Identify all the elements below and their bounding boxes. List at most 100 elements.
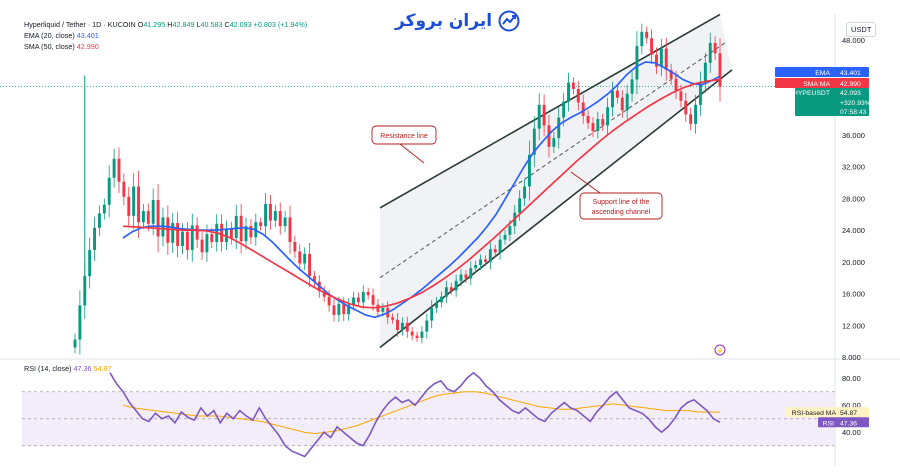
price-tick-label: 12.000 xyxy=(842,321,865,330)
candle-body xyxy=(102,204,106,214)
price-tick-label: 32.000 xyxy=(842,163,865,172)
candle-body xyxy=(591,123,595,131)
candle-body xyxy=(97,213,101,228)
rsi-tick-label: 40.00 xyxy=(842,428,861,437)
candle-body xyxy=(273,211,277,221)
candle-body xyxy=(449,287,453,291)
candle-body xyxy=(567,82,570,102)
candle-body xyxy=(259,222,263,227)
ohlc-change: +0.803 (+1.94%) xyxy=(253,20,308,29)
candle-body xyxy=(508,226,512,235)
candle-body xyxy=(576,88,580,103)
candle-body xyxy=(498,239,502,253)
candle-body xyxy=(586,115,590,124)
rsi-value: 47.36 xyxy=(73,364,92,373)
sma-legend[interactable]: SMA (50, close) 42.990 xyxy=(24,42,99,51)
currency-selector[interactable]: USDT xyxy=(846,22,877,37)
rsi-legend[interactable]: RSI (14, close) 47.36 54.87 xyxy=(24,364,112,373)
candle-body xyxy=(308,253,312,277)
candle-body xyxy=(698,82,702,105)
rsi-ma-value: 54.87 xyxy=(93,364,112,373)
resistance-line xyxy=(379,13,721,209)
candle-body xyxy=(635,46,639,80)
candle-body xyxy=(684,100,688,115)
candle-body xyxy=(234,215,238,239)
candle-body xyxy=(132,186,136,216)
candle-body xyxy=(278,211,282,227)
rsi-ma-line xyxy=(122,391,721,435)
candle-body xyxy=(640,31,644,47)
candle-body xyxy=(107,177,111,205)
candle-body xyxy=(562,101,566,118)
candle-body xyxy=(93,227,97,250)
candle-body xyxy=(268,203,272,221)
candle-body xyxy=(151,199,155,224)
rsi-tag-name: RSI xyxy=(823,420,834,427)
rsi-tag-value: 47.36 xyxy=(840,420,857,427)
candle-body xyxy=(430,307,434,321)
rsi-tag xyxy=(818,417,869,428)
candle-body xyxy=(606,107,610,126)
candle-body xyxy=(581,102,585,116)
candle-body xyxy=(376,304,380,312)
logo-text: ایران بروکر xyxy=(395,11,493,31)
candle-body xyxy=(650,38,654,55)
candle-body xyxy=(303,253,307,264)
candle-body xyxy=(352,297,355,305)
candle-body xyxy=(469,268,473,279)
candle-body xyxy=(396,319,399,331)
candle-body xyxy=(264,203,268,227)
sma-tag-value: 42.990 xyxy=(840,81,861,88)
symbol-title: Hyperliquid / Tether · 1D · KUCOIN xyxy=(24,20,136,29)
candle-body xyxy=(542,104,546,126)
support-callout-pointer xyxy=(570,171,601,194)
candle-body xyxy=(190,225,194,250)
candle-body xyxy=(146,211,150,224)
price-tick-label: 28.000 xyxy=(842,194,865,203)
candle-body xyxy=(547,125,551,147)
candle-body xyxy=(464,274,468,279)
candle-body xyxy=(689,114,693,124)
ema-legend[interactable]: EMA (20, close) 43.401 xyxy=(24,31,99,40)
candle-body xyxy=(176,222,180,246)
candle-body xyxy=(400,322,404,331)
rsima-tag-name: RSI-based MA xyxy=(792,410,837,417)
rsi-band-fill xyxy=(22,391,835,446)
symbol-header: Hyperliquid / Tether · 1D · KUCOIN O41.2… xyxy=(24,20,307,29)
candle-body xyxy=(601,119,605,126)
rsi-tick-label: 80.00 xyxy=(842,374,861,383)
price-tag-time: 07:58:43 xyxy=(840,109,867,116)
candle-body xyxy=(425,320,429,332)
support-callout-text-2: ascending channel xyxy=(592,209,651,216)
rsi-line xyxy=(109,371,721,458)
ohlc-l-label: L xyxy=(196,20,201,29)
candle-body xyxy=(645,31,649,39)
candle-body xyxy=(620,97,624,111)
candle-body xyxy=(137,186,140,223)
replay-icon xyxy=(714,344,726,356)
candle-body xyxy=(655,54,658,67)
candle-body xyxy=(474,265,478,269)
candle-body xyxy=(718,53,722,87)
resistance-callout-text: Resistance line xyxy=(380,133,428,140)
ohlc-o-label: O xyxy=(137,20,144,29)
candle-body xyxy=(127,196,131,216)
candle-body xyxy=(112,158,116,178)
candle-body xyxy=(293,242,297,252)
candle-body xyxy=(630,79,634,94)
candle-body xyxy=(244,226,248,242)
broker-logo: ایران بروکر xyxy=(395,10,520,32)
candle-body xyxy=(171,222,175,243)
candle-body xyxy=(249,226,253,238)
candle-body xyxy=(479,259,483,266)
ema-tag xyxy=(775,67,869,77)
candle-body xyxy=(381,307,385,312)
chart-logo-icon xyxy=(498,10,520,32)
sma-tag xyxy=(775,78,869,88)
ema-tag-name: EMA xyxy=(815,70,830,77)
candle-body xyxy=(659,48,663,67)
candle-body xyxy=(347,304,351,315)
candle-body xyxy=(415,335,419,338)
ohlc-open: 41.295 xyxy=(143,20,166,29)
